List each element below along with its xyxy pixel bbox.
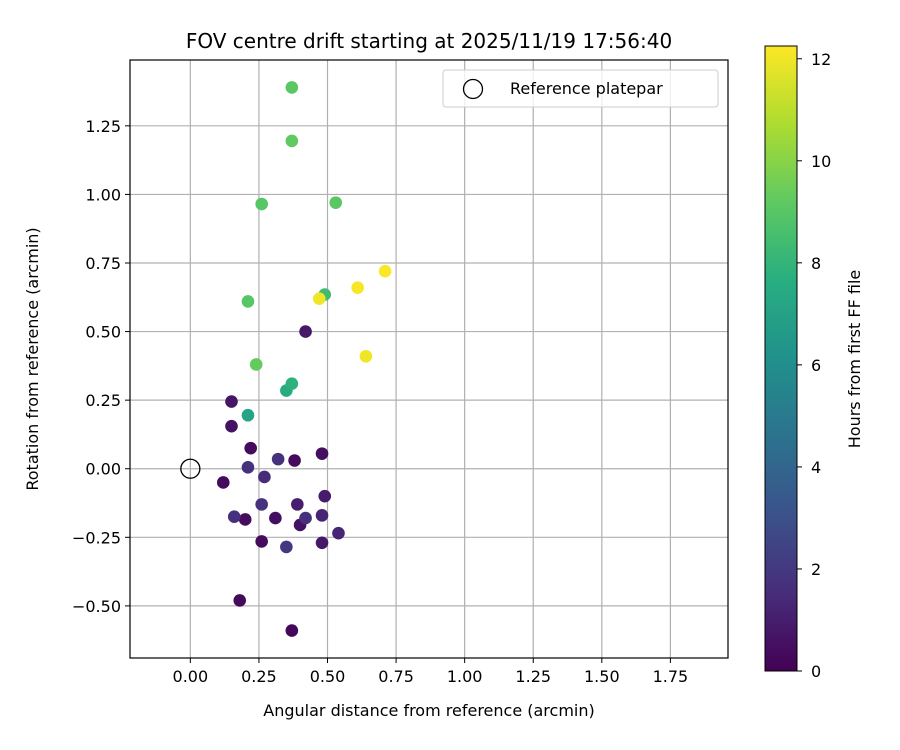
- data-point: [299, 325, 312, 338]
- data-point: [241, 408, 255, 422]
- data-point: [351, 281, 364, 294]
- reference-platepar-marker: [180, 458, 201, 479]
- y-tick-label: 0.00: [85, 460, 121, 479]
- data-point: [269, 511, 282, 525]
- data-point: [315, 447, 329, 460]
- data-points: [180, 81, 392, 637]
- plot-frame: [129, 59, 729, 659]
- data-point: [241, 295, 255, 308]
- data-point: [288, 454, 301, 467]
- colorbar-tick-label: 6: [811, 356, 821, 375]
- x-tick-label: 1.75: [653, 667, 689, 686]
- data-point: [233, 594, 247, 607]
- data-point: [332, 526, 345, 540]
- data-point: [238, 513, 252, 526]
- x-tick-label: 0.25: [241, 667, 277, 686]
- legend: Reference platepar: [442, 69, 719, 108]
- colorbar-gradient: [764, 45, 798, 672]
- y-tick-label: 1.25: [85, 117, 121, 136]
- data-point: [216, 476, 230, 489]
- data-point: [285, 81, 299, 94]
- colorbar-tick-label: 4: [811, 458, 821, 477]
- data-point: [285, 377, 299, 390]
- data-point: [329, 196, 343, 209]
- data-point: [255, 535, 268, 548]
- legend-box: [442, 69, 719, 108]
- data-point: [271, 452, 285, 466]
- x-tick-label: 0.00: [173, 667, 209, 686]
- chart-title: FOV centre drift starting at 2025/11/19 …: [186, 29, 672, 53]
- x-tick-label: 1.00: [447, 667, 483, 686]
- data-point: [312, 292, 326, 305]
- x-tick-label: 0.50: [310, 667, 346, 686]
- colorbar-label: Hours from first FF file: [845, 270, 864, 449]
- y-tick-label: −0.25: [72, 528, 121, 547]
- x-axis-label: Angular distance from reference (arcmin): [263, 701, 594, 720]
- y-axis-label: Rotation from reference (arcmin): [23, 227, 42, 490]
- data-point: [258, 470, 271, 484]
- data-point: [285, 134, 299, 148]
- data-point: [227, 510, 241, 524]
- data-point: [285, 624, 299, 637]
- data-point: [315, 509, 329, 522]
- colorbar: 0 2 4 6 8 10 12 Hours from first FF file: [764, 45, 864, 681]
- y-tick-label: 0.25: [85, 391, 121, 410]
- grid: [130, 60, 728, 658]
- legend-label: Reference platepar: [510, 79, 663, 98]
- y-tick-label: 0.50: [85, 323, 121, 342]
- x-tick-label: 1.25: [515, 667, 551, 686]
- x-tick-label: 1.50: [584, 667, 620, 686]
- y-tick-label: 1.00: [85, 185, 121, 204]
- data-point: [255, 197, 268, 211]
- x-axis-ticks: 0.00 0.25 0.50 0.75 1.00 1.25 1.50 1.75: [173, 658, 689, 686]
- data-point: [299, 511, 312, 525]
- data-point: [249, 358, 263, 371]
- data-point: [378, 264, 392, 278]
- legend-marker-open-circle: [462, 78, 484, 100]
- data-point: [225, 419, 238, 433]
- y-axis-ticks: −0.50 −0.25 0.00 0.25 0.50 0.75 1.00 1.25: [72, 117, 130, 616]
- data-point: [291, 498, 304, 511]
- y-tick-label: 0.75: [85, 254, 121, 273]
- colorbar-tick-label: 0: [811, 662, 821, 681]
- colorbar-tick-label: 10: [811, 152, 831, 171]
- x-tick-label: 0.75: [378, 667, 414, 686]
- data-point: [359, 349, 373, 363]
- data-point: [225, 395, 238, 408]
- data-point: [255, 498, 268, 511]
- colorbar-tick-label: 8: [811, 254, 821, 273]
- data-point: [318, 489, 332, 503]
- colorbar-tick-label: 12: [811, 50, 831, 69]
- data-point: [241, 461, 255, 474]
- data-point: [315, 536, 329, 550]
- y-tick-label: −0.50: [72, 597, 121, 616]
- data-point: [244, 441, 257, 455]
- data-point: [280, 540, 293, 554]
- colorbar-tick-label: 2: [811, 560, 821, 579]
- colorbar-ticks: 0 2 4 6 8 10 12: [797, 50, 831, 681]
